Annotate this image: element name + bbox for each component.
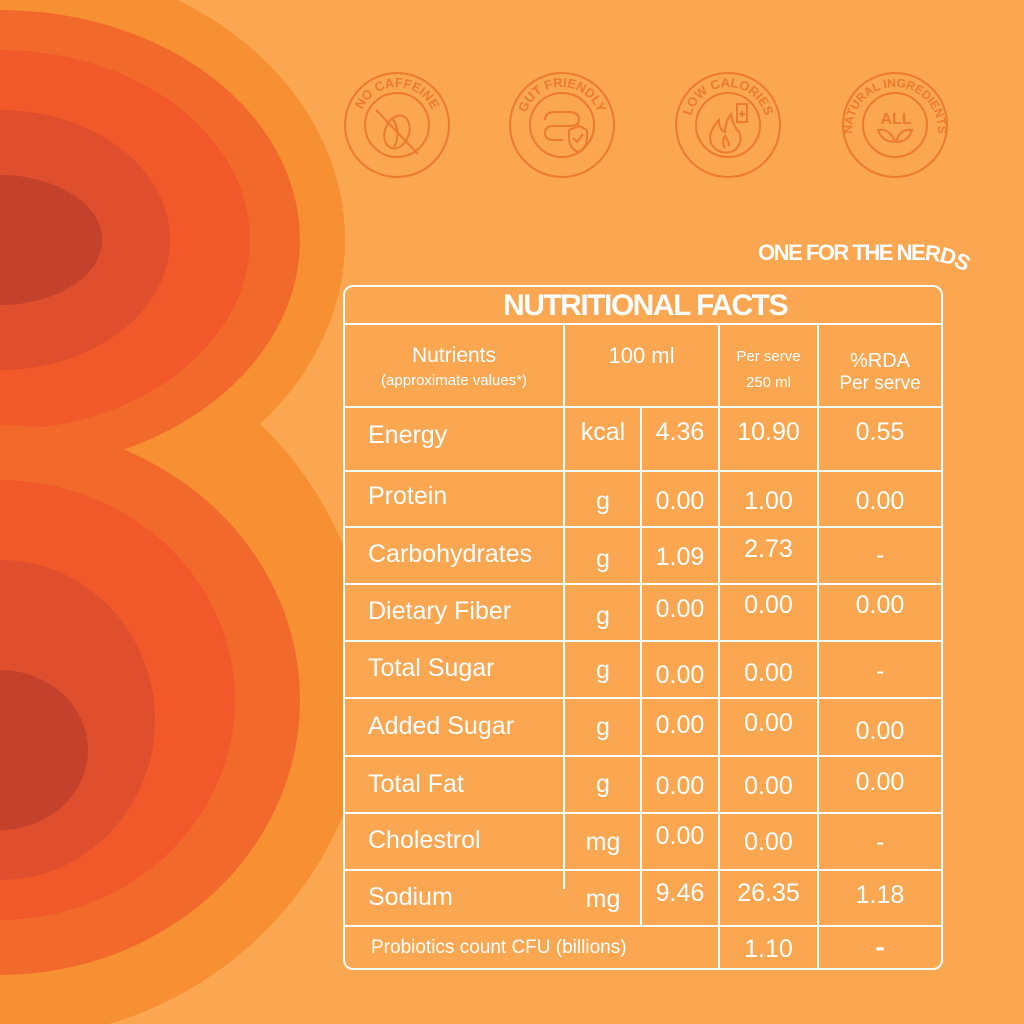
nutrient-name: Sodium [368,883,453,911]
svg-text:LOW CALORIES: LOW CALORIES [680,75,777,118]
divider [345,583,941,585]
value-per-serve: 0.00 [744,591,793,619]
header-per-serve: Per serve [736,348,801,365]
value-per-100ml: 0.00 [655,772,705,800]
value-per-serve: 0.00 [744,828,793,856]
divider [345,755,941,757]
badge-low-calories: LOW CALORIES [673,70,783,180]
value-per-serve: 0.00 [744,659,793,687]
nutrient-unit: g [596,545,610,573]
nutrient-unit: g [596,713,610,741]
value-rda: 0.00 [855,591,905,619]
divider [345,869,941,871]
leaves-icon [876,128,914,144]
value-per-serve: 1.00 [744,487,793,515]
value-per-100ml: 0.00 [655,822,705,850]
value-rda: - [875,828,885,856]
header-rda-per-serve: Per serve [839,373,921,394]
value-per-100ml: 9.46 [655,879,705,907]
coffee-bean-crossed-icon [375,109,419,155]
divider [345,640,941,642]
nutrient-unit: g [596,602,610,630]
table-title: NUTRITIONAL FACTS [503,289,788,322]
nutrient-unit: g [596,487,610,515]
value-per-serve: 0.00 [744,709,793,737]
divider [640,406,642,925]
value-rda: - [875,541,885,569]
value-rda: 1.18 [855,881,905,909]
nutrient-name: Protein [368,482,448,510]
svg-text:GUT FRIENDLY: GUT FRIENDLY [515,75,610,115]
value-per-serve: 26.35 [737,879,800,907]
nutrient-name: Total Fat [368,770,464,798]
nutrient-name: Dietary Fiber [368,597,512,625]
nutrient-unit: g [596,656,610,684]
divider [345,323,941,325]
header-per-100ml: 100 ml [608,343,675,368]
value-per-100ml: 1.09 [655,543,705,571]
nutrient-unit: g [596,770,610,798]
nutrient-name: Total Sugar [368,654,495,682]
header-nutrients-note: (approximate values*) [381,372,527,389]
value-per-100ml: 0.00 [655,487,705,515]
value-per-serve: 2.73 [744,535,793,563]
probiotics-rda: - [875,931,885,962]
probiotics-per-serve: 1.10 [744,935,793,963]
svg-text:ALL: ALL [880,111,911,128]
nutrient-unit: kcal [580,418,626,446]
nutrient-name: Cholestrol [368,826,481,854]
intestine-shield-icon [543,111,588,154]
value-rda: 0.00 [855,768,905,796]
value-rda: 0.00 [855,717,905,745]
divider [718,323,720,970]
value-rda: 0.55 [855,418,905,446]
header-rda: %RDA [849,350,910,372]
value-per-100ml: 0.00 [655,711,705,739]
divider [345,406,941,408]
nutrient-name: Energy [368,421,448,449]
nutrient-name: Carbohydrates [368,540,532,568]
value-per-serve: 10.90 [737,418,800,446]
divider [345,697,941,699]
header-per-serve-size: 250 ml [745,374,792,391]
value-rda: - [875,657,885,685]
badge-no-caffeine: NO CAFFEINE [342,70,452,180]
nutrition-facts-table: NUTRITIONAL FACTS Nutrients (approximate… [343,285,943,970]
divider [345,812,941,814]
probiotics-label: Probiotics count CFU (billions) [371,937,627,958]
value-per-serve: 0.00 [744,772,793,800]
value-per-100ml: 4.36 [655,418,705,446]
divider [563,323,565,889]
value-per-100ml: 0.00 [655,661,705,689]
divider [345,526,941,528]
nutrient-unit: mg [585,885,621,913]
nutrient-unit: mg [585,828,621,856]
nutrient-name: Added Sugar [368,712,514,740]
badge-natural-ingredients: NATURAL INGREDIENTS ALL [840,70,950,180]
flame-icon [709,103,748,154]
value-per-100ml: 0.00 [655,595,705,623]
badge-gut-friendly: GUT FRIENDLY [507,70,617,180]
header-nutrients: Nutrients [411,344,497,367]
divider [345,470,941,472]
svg-text:ONE FOR THE NERDS: ONE FOR THE NERDS [758,240,974,276]
divider [345,925,941,927]
value-rda: 0.00 [855,487,905,515]
divider [817,323,819,970]
tagline-one-for-the-nerds: ONE FOR THE NERDS [758,240,976,276]
